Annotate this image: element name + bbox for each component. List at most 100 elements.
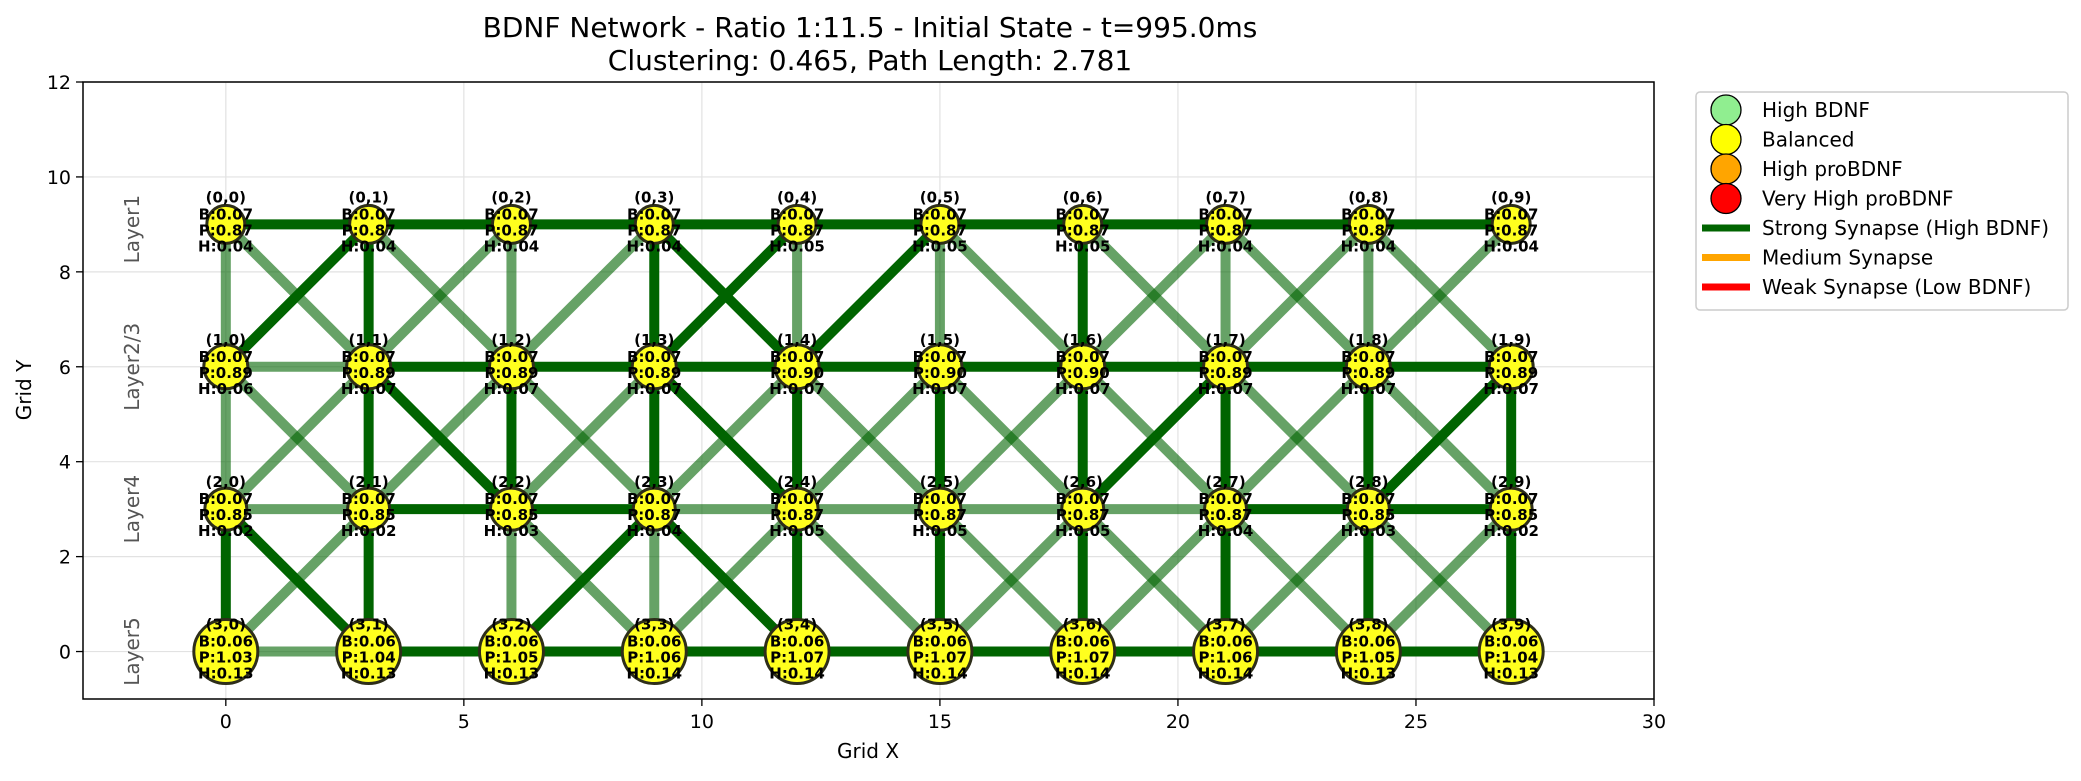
node-bdnf-label: B:0.07 (1198, 490, 1252, 508)
neuron-node (1060, 486, 1106, 532)
neuron-node (1490, 203, 1532, 245)
y-axis-label: Grid Y (12, 359, 36, 420)
neuron-node (1049, 618, 1117, 686)
node-id-label: (1,1) (348, 331, 388, 349)
node-bdnf-label: B:0.07 (913, 205, 967, 223)
node-h-label: H:0.07 (1483, 380, 1539, 398)
legend-marker (1710, 153, 1742, 185)
node-id-label: (0,7) (1205, 188, 1245, 206)
node-h-label: H:0.04 (626, 522, 682, 540)
synapse-medium (1222, 505, 1372, 656)
node-bdnf-label: B:0.07 (770, 205, 824, 223)
node-id-label: (2,4) (777, 473, 817, 491)
node-probdnf-label: P:0.87 (1056, 221, 1110, 239)
node-bdnf-label: B:0.07 (1056, 490, 1110, 508)
node-probdnf-label: P:1.07 (913, 649, 967, 667)
node-bdnf-label: B:0.07 (199, 348, 253, 366)
synapse-medium (507, 220, 658, 371)
neuron-node (202, 343, 250, 391)
synapse-edges (220, 219, 1517, 657)
node-bdnf-label: B:0.06 (484, 633, 538, 651)
node-h-label: H:0.05 (769, 522, 825, 540)
node-probdnf-label: P:0.89 (1484, 364, 1538, 382)
x-tick-label: 0 (220, 711, 232, 733)
node-id-label: (2,9) (1491, 473, 1531, 491)
node-h-label: H:0.02 (341, 522, 397, 540)
node-id-label: (3,1) (348, 616, 388, 634)
node-probdnf-label: P:1.06 (627, 649, 681, 667)
y-tick-label: 6 (59, 357, 71, 379)
node-h-label: H:0.13 (484, 665, 540, 683)
node-h-label: H:0.02 (1483, 522, 1539, 540)
x-axis-label: Grid X (837, 739, 899, 763)
node-bdnf-label: B:0.06 (1056, 633, 1110, 651)
node-bdnf-label: B:0.07 (1484, 490, 1538, 508)
neuron-node (916, 343, 964, 391)
layer-label: Layer4 (120, 475, 144, 543)
node-id-label: (2,1) (348, 473, 388, 491)
node-probdnf-label: P:0.90 (1056, 364, 1110, 382)
y-axis-ticks: 0 2 4 6 8 10 12 (47, 72, 83, 664)
legend-marker (1710, 182, 1742, 215)
node-h-label: H:0.13 (198, 665, 254, 683)
synapse-medium (1364, 505, 1515, 656)
neuron-node (620, 618, 688, 686)
neuron-node (1062, 203, 1104, 245)
node-id-label: (0,1) (348, 188, 388, 206)
node-probdnf-label: P:0.87 (1199, 506, 1253, 524)
node-probdnf-label: P:0.87 (627, 221, 681, 239)
node-id-label: (3,2) (491, 616, 531, 634)
node-h-label: H:0.14 (626, 665, 682, 683)
synapse-medium (650, 363, 801, 513)
synapse-medium (936, 363, 1087, 513)
node-id-label: (2,0) (206, 473, 246, 491)
node-id-label: (1,7) (1205, 331, 1245, 349)
node-bdnf-label: B:0.07 (341, 348, 395, 366)
node-probdnf-label: P:0.87 (627, 506, 681, 524)
node-h-label: H:0.04 (341, 237, 397, 255)
node-probdnf-label: P:0.87 (913, 506, 967, 524)
neuron-node (1192, 618, 1260, 686)
node-bdnf-label: B:0.07 (1484, 348, 1538, 366)
neuron-node (630, 343, 678, 391)
synapse-strong (222, 220, 373, 371)
node-probdnf-label: P:1.05 (484, 649, 538, 667)
node-id-label: (2,7) (1205, 473, 1245, 491)
node-id-label: (0,6) (1063, 188, 1103, 206)
node-bdnf-label: B:0.07 (627, 348, 681, 366)
synapse-medium (365, 363, 515, 513)
synapse-medium (936, 220, 1087, 371)
node-id-label: (0,4) (777, 188, 817, 206)
node-h-label: H:0.14 (1055, 665, 1111, 683)
node-probdnf-label: P:1.07 (770, 649, 824, 667)
node-probdnf-label: P:0.89 (199, 364, 253, 382)
node-h-label: H:0.05 (912, 237, 968, 255)
node-id-label: (0,8) (1348, 188, 1388, 206)
node-probdnf-label: P:0.87 (484, 221, 538, 239)
y-tick-label: 12 (47, 72, 71, 94)
node-h-label: H:0.03 (484, 522, 540, 540)
node-h-label: H:0.05 (1055, 237, 1111, 255)
node-bdnf-label: B:0.07 (913, 490, 967, 508)
x-axis-ticks: 0 5 10 15 20 25 30 (220, 699, 1666, 733)
chart-subtitle: Clustering: 0.465, Path Length: 2.781 (608, 44, 1132, 77)
neuron-node (1344, 343, 1392, 391)
node-id-label: (1,5) (920, 331, 960, 349)
node-h-label: H:0.04 (484, 237, 540, 255)
neuron-node (1202, 343, 1250, 391)
node-id-label: (1,4) (777, 331, 817, 349)
node-probdnf-label: P:1.05 (1341, 649, 1395, 667)
node-h-label: H:0.13 (1341, 665, 1397, 683)
neuron-node (192, 618, 260, 686)
node-id-label: (1,9) (1491, 331, 1531, 349)
node-h-label: H:0.07 (912, 380, 968, 398)
node-probdnf-label: P:0.87 (770, 506, 824, 524)
y-tick-label: 0 (59, 642, 71, 664)
chart-title: BDNF Network - Ratio 1:11.5 - Initial St… (483, 11, 1258, 44)
node-h-label: H:0.05 (769, 237, 825, 255)
neuron-node (774, 486, 820, 532)
node-probdnf-label: P:1.07 (1056, 649, 1110, 667)
neuron-node (490, 203, 532, 245)
node-id-label: (0,0) (206, 188, 246, 206)
node-probdnf-label: P:0.85 (199, 506, 253, 524)
